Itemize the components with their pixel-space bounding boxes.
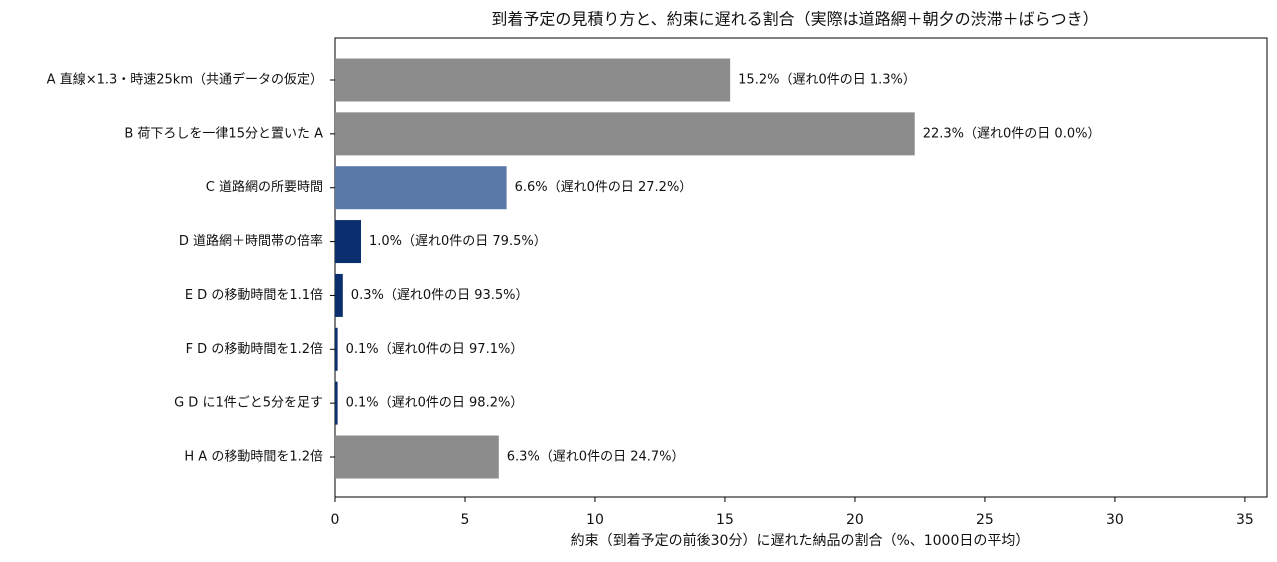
x-tick-label: 0 [331, 512, 340, 528]
bar [335, 327, 338, 371]
value-label: 6.6%（遅れ0件の日 27.2%） [515, 180, 693, 195]
x-axis-label: 約束（到着予定の前後30分）に遅れた納品の割合（%、1000日の平均） [571, 532, 1030, 549]
x-tick-label: 25 [976, 512, 994, 528]
x-tick-label: 30 [1106, 512, 1124, 528]
x-tick-label: 20 [846, 512, 864, 528]
y-tick-label: C 道路網の所要時間 [206, 179, 323, 195]
chart-title: 到着予定の見積り方と、約束に遅れる割合（実際は道路網＋朝夕の渋滞＋ばらつき） [491, 10, 1098, 29]
value-label: 0.3%（遅れ0件の日 93.5%） [351, 288, 529, 303]
y-tick-label: D 道路網＋時間帯の倍率 [179, 233, 323, 249]
value-label: 15.2%（遅れ0件の日 1.3%） [738, 73, 916, 88]
bar [335, 220, 361, 264]
value-label: 0.1%（遅れ0件の日 97.1%） [346, 342, 524, 357]
value-label: 22.3%（遅れ0件の日 0.0%） [923, 126, 1101, 141]
y-tick-label: E D の移動時間を1.1倍 [185, 288, 323, 303]
y-tick-label: G D に1件ごと5分を足す [174, 395, 323, 411]
value-label: 0.1%（遅れ0件の日 98.2%） [346, 396, 524, 411]
value-label: 6.3%（遅れ0件の日 24.7%） [507, 450, 685, 465]
bar [335, 112, 915, 156]
y-tick-label: F D の移動時間を1.2倍 [186, 342, 323, 357]
bar [335, 166, 507, 210]
bar [335, 435, 499, 479]
plot-frame [334, 37, 1268, 498]
value-label: 1.0%（遅れ0件の日 79.5%） [369, 234, 547, 249]
bar [335, 381, 338, 425]
bar [335, 58, 731, 102]
y-tick-label: A 直線×1.3・時速25km（共通データの仮定） [47, 72, 323, 88]
x-tick-label: 35 [1236, 512, 1254, 528]
x-tick-label: 15 [716, 512, 734, 528]
y-tick-label: H A の移動時間を1.2倍 [184, 450, 323, 465]
y-tick-label: B 荷下ろしを一律15分と置いた A [124, 126, 323, 141]
x-tick-label: 10 [586, 512, 604, 528]
bar [335, 273, 343, 317]
x-tick-label: 5 [461, 512, 470, 528]
